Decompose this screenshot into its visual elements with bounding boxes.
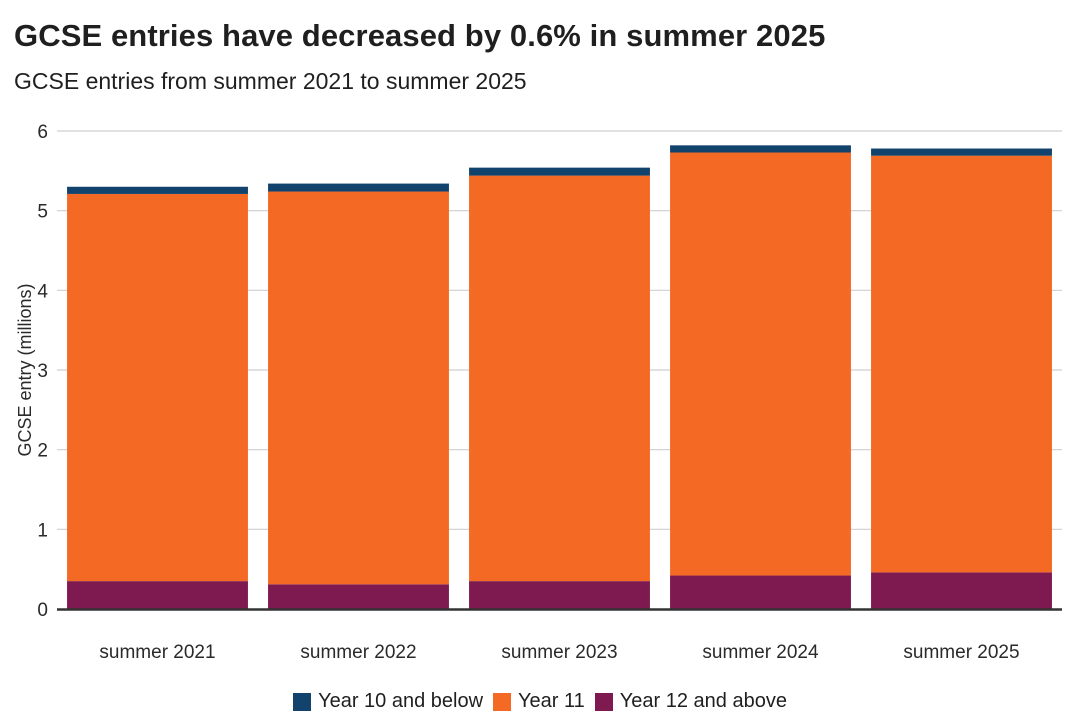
y-axis-label: GCSE entry (millions): [15, 283, 35, 456]
y-tick-label: 2: [37, 441, 48, 462]
legend-item-year-10-and-below: Year 10 and below: [293, 690, 483, 713]
y-tick-label: 6: [37, 122, 48, 143]
legend-label-year-12-and-above: Year 12 and above: [619, 690, 787, 712]
bar-year-11-summer-2022: [268, 191, 449, 585]
bar-year-12-and-above-summer-2023: [469, 581, 650, 609]
y-tick-label: 3: [37, 361, 48, 382]
y-tick-label: 0: [37, 600, 48, 621]
legend-item-year-12-and-above: Year 12 and above: [594, 690, 787, 713]
legend: Year 10 and below Year 11 Year 12 and ab…: [0, 690, 1080, 713]
x-tick-label: summer 2022: [300, 642, 416, 663]
bar-year-12-and-above-summer-2021: [67, 581, 248, 609]
y-tick-label: 1: [37, 520, 48, 541]
x-tick-label: summer 2021: [99, 642, 215, 663]
x-tick-label: summer 2024: [702, 642, 819, 663]
bar-year-12-and-above-summer-2024: [670, 575, 851, 609]
bar-year-10-and-below-summer-2021: [67, 186, 248, 194]
chart-subtitle: GCSE entries from summer 2021 to summer …: [14, 68, 527, 94]
y-tick-label: 4: [37, 281, 48, 302]
bar-year-10-and-below-summer-2023: [469, 167, 650, 176]
bar-year-11-summer-2024: [670, 152, 851, 576]
x-tick-label: summer 2025: [903, 642, 1019, 663]
legend-swatch-year-10-and-below: [293, 692, 312, 711]
bar-year-10-and-below-summer-2024: [670, 145, 851, 153]
bar-year-10-and-below-summer-2025: [871, 148, 1052, 156]
bar-year-12-and-above-summer-2025: [871, 572, 1052, 609]
y-tick-label: 5: [37, 202, 48, 223]
y-axis-ticks: 0 1 2 3 4 5 6: [37, 122, 48, 621]
chart-title: GCSE entries have decreased by 0.6% in s…: [14, 18, 826, 53]
bar-year-10-and-below-summer-2022: [268, 183, 449, 192]
legend-swatch-year-12-and-above: [594, 692, 613, 711]
x-axis-ticks: summer 2021 summer 2022 summer 2023 summer …: [99, 642, 1019, 663]
bar-year-12-and-above-summer-2022: [268, 584, 449, 609]
legend-label-year-11: Year 11: [518, 690, 585, 712]
bar-year-11-summer-2025: [871, 155, 1052, 573]
legend-item-year-11: Year 11: [493, 690, 585, 713]
bar-year-11-summer-2021: [67, 193, 248, 582]
bars: [67, 145, 1052, 609]
legend-swatch-year-11: [493, 692, 512, 711]
legend-label-year-10-and-below: Year 10 and below: [318, 690, 484, 712]
x-tick-label: summer 2023: [501, 642, 617, 663]
bar-year-11-summer-2023: [469, 175, 650, 582]
